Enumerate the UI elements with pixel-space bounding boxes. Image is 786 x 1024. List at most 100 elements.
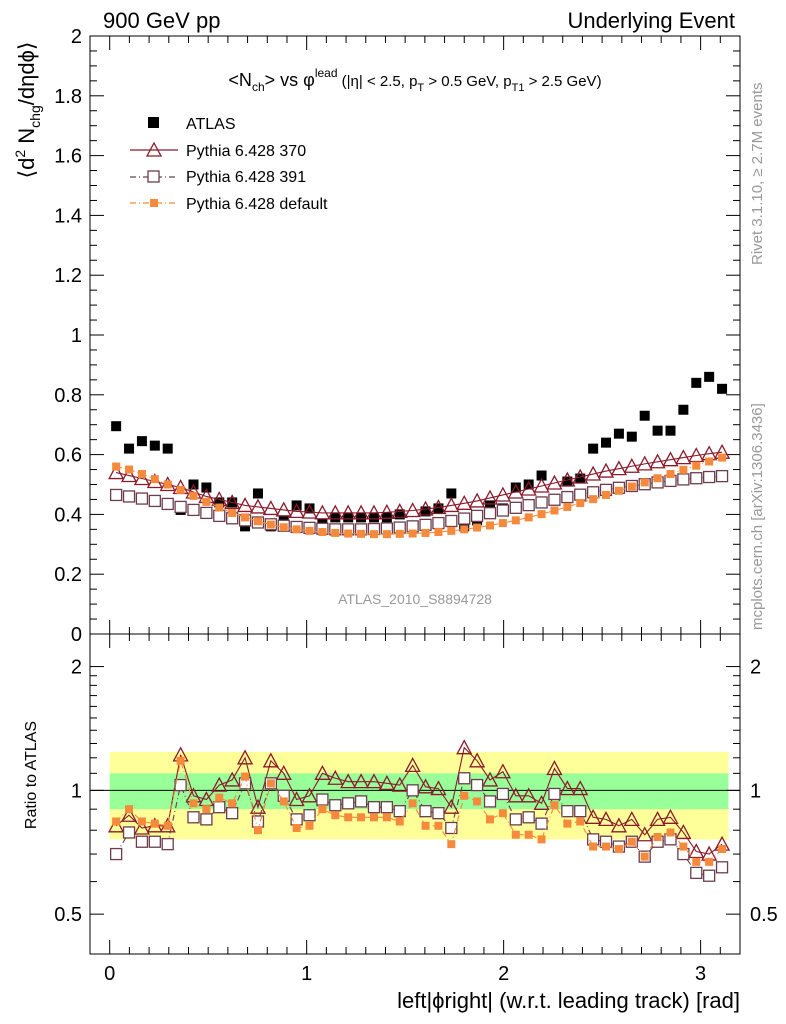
plot-title: <Nch> vs φlead (|η| < 2.5, pT > 0.5 GeV,… — [228, 66, 601, 94]
main-p370-point — [649, 453, 666, 469]
ratio-p391-point — [329, 799, 342, 812]
header-left: 900 GeV pp — [103, 8, 220, 33]
main-pdef-point — [202, 497, 211, 506]
y-axis-label: ⟨d2 Nchg/dηdϕ⟩ — [12, 42, 43, 179]
main-pdef-point — [176, 485, 185, 494]
main-p391-point — [535, 496, 548, 509]
atlas-point — [485, 500, 496, 511]
ratio-p391-point — [303, 809, 316, 822]
atlas-point — [343, 512, 354, 523]
main-p370-point — [417, 500, 434, 516]
ratio-pdef-point — [421, 821, 430, 830]
main-p370-point — [120, 467, 138, 483]
main-p391-point — [148, 494, 161, 508]
ratio-p370-point — [236, 749, 254, 765]
ratio-p391-point — [226, 807, 239, 820]
atlas-point — [330, 512, 341, 523]
ratio-p370-point — [662, 808, 679, 824]
atlas-point — [601, 437, 612, 448]
ratio-pdef-point — [550, 801, 559, 810]
y-tick-label: 0.8 — [54, 385, 82, 407]
main-p370-point — [546, 474, 563, 490]
ratio-p391-point — [213, 801, 226, 814]
ratio-p370-line — [115, 746, 723, 855]
ratio-p370-point — [494, 763, 511, 779]
main-pdef-point — [369, 530, 378, 539]
ratio-pdef-point — [241, 772, 250, 781]
main-p370-point — [662, 451, 679, 467]
ratio-pdef-point — [627, 837, 636, 846]
main-p370-point — [288, 503, 305, 519]
ratio-p370-point — [275, 764, 292, 780]
ratio-pdef-point — [202, 805, 211, 814]
main-pdef-point — [679, 465, 688, 474]
y-tick-label: 0.6 — [54, 445, 82, 467]
ratio-p391-point — [316, 793, 329, 806]
main-p370-point — [108, 464, 125, 480]
ratio-p370-point — [675, 824, 692, 840]
main-pdef-point — [434, 528, 443, 537]
main-pdef-point — [511, 516, 520, 525]
ratio-pdef-point — [112, 817, 121, 826]
ratio-pdef-point — [369, 813, 378, 822]
ratio-p391-point — [483, 795, 497, 808]
main-p370-point — [378, 503, 395, 519]
main-pdef-point — [563, 502, 572, 511]
atlas-point — [562, 476, 573, 487]
main-p370-point — [365, 504, 383, 520]
ratio-pdef-point — [163, 821, 172, 830]
ratio-p370-point — [288, 791, 305, 807]
main-p370-point — [249, 498, 267, 514]
main-pdef-point — [382, 530, 391, 539]
ratio-p370-point — [249, 798, 267, 814]
atlas-point — [613, 428, 624, 439]
ratio-p391-point — [187, 811, 200, 824]
ratio-p391-point — [432, 807, 445, 820]
main-pdef-point — [692, 461, 701, 470]
main-pdef-point — [460, 525, 469, 534]
legend-label-pdef: Pythia 6.428 default — [186, 196, 328, 213]
main-p370-point — [469, 492, 486, 508]
x-axis-label: left|ϕright| (w.r.t. leading track) [rad… — [397, 988, 740, 1013]
main-pdef-point — [550, 506, 559, 515]
ratio-tick-label-left: 2 — [71, 657, 82, 679]
main-p391-point — [109, 488, 123, 502]
ratio-p391-point — [445, 821, 458, 835]
ratio-p391-point — [342, 797, 355, 810]
main-p391-point — [574, 488, 587, 501]
ratio-p391-point — [574, 805, 587, 818]
main-p370-point — [236, 497, 254, 513]
ratio-p370-point — [546, 760, 563, 776]
main-p391-point — [548, 493, 561, 506]
ratio-p370-point — [469, 752, 486, 768]
main-pdef-point — [125, 465, 134, 474]
ratio-pdef-point — [125, 805, 134, 814]
main-p391-point — [496, 504, 510, 517]
main-pdef-point — [627, 482, 636, 491]
main-p391-point — [419, 518, 432, 532]
main-pdef-point — [189, 491, 198, 500]
main-pdef-point — [357, 529, 366, 538]
main-pdef-point — [524, 513, 533, 522]
ratio-pdef-point — [382, 813, 391, 822]
header-right: Underlying Event — [567, 8, 735, 33]
main-p391-point — [677, 473, 690, 486]
atlas-point — [304, 503, 315, 514]
atlas-point — [252, 488, 263, 499]
ratio-p391-point — [135, 835, 149, 848]
main-p370-point — [675, 449, 692, 465]
atlas-point — [510, 482, 521, 493]
ratio-p370-point — [623, 811, 640, 827]
main-p370-point — [314, 504, 331, 520]
ratio-tick-label-right: 1 — [750, 780, 761, 802]
ratio-pdef-point — [215, 793, 224, 802]
ratio-pdef-point — [357, 813, 366, 822]
main-pdef-point — [486, 521, 495, 530]
y-tick-label: 2 — [71, 26, 82, 48]
ratio-p370-point — [120, 806, 138, 822]
ratio-pdef-point — [137, 817, 146, 826]
main-p391-point — [445, 514, 458, 528]
main-pdef-point — [305, 526, 314, 535]
legend-marker-atlas — [148, 117, 159, 128]
